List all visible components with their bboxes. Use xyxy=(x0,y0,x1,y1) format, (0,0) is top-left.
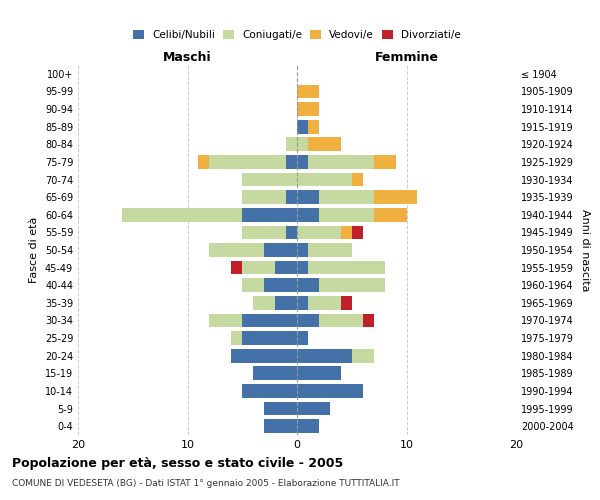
Bar xyxy=(297,402,330,415)
Bar xyxy=(199,155,209,169)
Bar xyxy=(297,314,319,328)
Bar xyxy=(242,190,286,204)
Bar xyxy=(297,138,308,151)
Bar xyxy=(232,331,242,345)
Bar xyxy=(374,208,407,222)
Bar xyxy=(242,208,297,222)
Text: COMUNE DI VEDESETA (BG) - Dati ISTAT 1° gennaio 2005 - Elaborazione TUTTITALIA.I: COMUNE DI VEDESETA (BG) - Dati ISTAT 1° … xyxy=(12,479,400,488)
Bar xyxy=(297,120,308,134)
Bar xyxy=(286,155,297,169)
Bar xyxy=(297,260,308,274)
Bar xyxy=(297,102,319,116)
Bar xyxy=(232,349,297,362)
Bar xyxy=(242,278,264,292)
Bar xyxy=(297,243,308,257)
Bar xyxy=(264,243,297,257)
Bar xyxy=(286,138,297,151)
Bar xyxy=(352,226,362,239)
Bar xyxy=(275,260,297,274)
Bar xyxy=(308,120,319,134)
Bar xyxy=(297,208,319,222)
Bar xyxy=(308,296,341,310)
Bar xyxy=(297,366,341,380)
Legend: Celibi/Nubili, Coniugati/e, Vedovi/e, Divorziati/e: Celibi/Nubili, Coniugati/e, Vedovi/e, Di… xyxy=(129,26,465,44)
Bar xyxy=(297,190,319,204)
Bar xyxy=(209,155,286,169)
Bar xyxy=(319,190,374,204)
Bar xyxy=(319,314,362,328)
Bar xyxy=(242,331,297,345)
Bar xyxy=(374,155,395,169)
Bar xyxy=(242,226,286,239)
Bar xyxy=(286,190,297,204)
Bar xyxy=(341,296,352,310)
Bar xyxy=(209,314,242,328)
Bar xyxy=(209,243,264,257)
Bar xyxy=(242,172,297,186)
Bar xyxy=(264,278,297,292)
Bar xyxy=(297,172,352,186)
Bar xyxy=(232,260,242,274)
Bar xyxy=(362,314,374,328)
Bar xyxy=(297,331,308,345)
Bar xyxy=(286,226,297,239)
Bar xyxy=(297,155,308,169)
Bar xyxy=(297,384,362,398)
Bar xyxy=(242,384,297,398)
Bar xyxy=(352,349,374,362)
Bar xyxy=(319,208,374,222)
Y-axis label: Fasce di età: Fasce di età xyxy=(29,217,39,283)
Bar xyxy=(341,226,352,239)
Bar xyxy=(297,226,341,239)
Bar xyxy=(297,349,352,362)
Bar xyxy=(253,366,297,380)
Bar xyxy=(352,172,362,186)
Bar xyxy=(319,278,385,292)
Y-axis label: Anni di nascita: Anni di nascita xyxy=(580,209,590,291)
Text: Maschi: Maschi xyxy=(163,51,212,64)
Bar xyxy=(297,420,319,433)
Bar xyxy=(297,278,319,292)
Bar xyxy=(374,190,418,204)
Bar xyxy=(308,138,341,151)
Bar xyxy=(308,260,385,274)
Bar xyxy=(242,314,297,328)
Bar xyxy=(253,296,275,310)
Bar xyxy=(297,84,319,98)
Bar xyxy=(264,420,297,433)
Bar xyxy=(122,208,242,222)
Bar xyxy=(242,260,275,274)
Bar xyxy=(275,296,297,310)
Bar xyxy=(297,296,308,310)
Text: Popolazione per età, sesso e stato civile - 2005: Popolazione per età, sesso e stato civil… xyxy=(12,458,343,470)
Bar xyxy=(308,155,374,169)
Text: Femmine: Femmine xyxy=(374,51,439,64)
Bar xyxy=(308,243,352,257)
Bar xyxy=(264,402,297,415)
